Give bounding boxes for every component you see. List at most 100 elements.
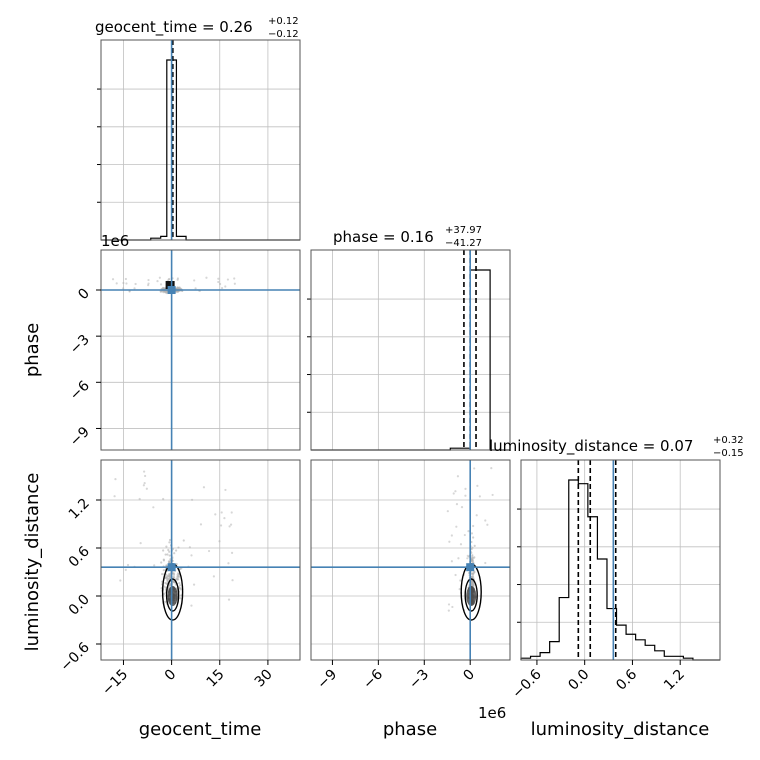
x-tick-label: −0.6 <box>509 666 544 701</box>
sample-point <box>233 277 236 280</box>
sample-point <box>176 573 179 576</box>
sample-point <box>166 580 169 583</box>
sample-point <box>486 523 489 526</box>
sample-point <box>156 280 159 283</box>
sample-point <box>217 280 220 284</box>
sample-point <box>168 574 171 578</box>
sample-point <box>175 577 178 581</box>
sample-point <box>168 561 171 564</box>
y-tick-label: −3 <box>67 332 93 358</box>
sample-point <box>125 282 128 285</box>
sample-point <box>163 592 166 595</box>
sample-point <box>190 498 194 501</box>
offset-text-top: 1e6 <box>101 232 129 250</box>
sample-point <box>190 554 193 557</box>
x-tick-label: 30 <box>252 667 276 691</box>
sample-point <box>224 488 227 492</box>
sample-point <box>177 574 181 578</box>
sample-point <box>473 467 476 470</box>
y-tick-label: 0.6 <box>66 543 93 570</box>
title-phase-minus: −41.27 <box>445 238 482 249</box>
sample-point <box>217 277 220 280</box>
panel-frame <box>100 249 301 451</box>
sample-point <box>111 278 115 281</box>
sample-point <box>190 604 193 607</box>
x-tick-label: 0 <box>162 667 180 685</box>
title-phase: phase = 0.16 <box>333 228 434 246</box>
sample-point <box>472 524 475 528</box>
sample-point <box>162 497 165 501</box>
sample-point <box>471 559 474 562</box>
panel-frame <box>310 249 511 451</box>
sample-point <box>463 533 466 537</box>
sample-point <box>122 287 125 290</box>
sample-point <box>153 564 156 567</box>
offset-text-phase-x: 1e6 <box>478 704 506 722</box>
sample-point <box>484 519 487 522</box>
sample-point <box>143 481 146 485</box>
sample-point <box>219 524 223 527</box>
sample-point <box>454 573 457 577</box>
sample-point <box>230 551 234 554</box>
sample-point <box>126 563 130 567</box>
sample-point <box>202 486 206 489</box>
sample-point <box>475 514 478 517</box>
sample-point <box>478 495 481 498</box>
sample-point <box>473 556 476 559</box>
sample-point <box>212 575 215 578</box>
text-layer: −15 0 15 30 −9 −6 −3 0 −0.6 0.0 0.6 1.2 −9 −6 −3 0 −0.6 0… <box>57 286 688 702</box>
title-geocent-time-main: geocent_time = 0.26 <box>95 18 253 37</box>
panel-frame <box>100 459 301 661</box>
sample-point <box>450 560 453 563</box>
sample-point <box>199 523 203 526</box>
sample-point <box>162 558 165 561</box>
sample-point <box>451 605 454 609</box>
title-luminosity-distance: luminosity_distance = 0.07 <box>489 437 693 456</box>
sample-point <box>448 540 451 543</box>
truth-marker <box>167 563 176 572</box>
truth-marker <box>167 286 176 294</box>
sample-point <box>450 534 453 537</box>
sample-point <box>147 283 150 287</box>
sample-point <box>466 557 469 560</box>
sample-point <box>471 573 475 576</box>
sample-point <box>491 493 494 497</box>
sample-point <box>470 575 474 578</box>
sample-point <box>455 525 458 528</box>
title-geocent-time-minus: −0.12 <box>268 29 299 40</box>
sample-point <box>466 554 469 557</box>
sample-point <box>214 513 217 516</box>
sample-point <box>459 579 462 582</box>
xlabel-geocent-time: geocent_time <box>139 719 262 740</box>
x-tick-label: −3 <box>406 667 432 693</box>
sample-point <box>473 544 476 547</box>
sample-point <box>133 287 136 290</box>
sample-point <box>159 283 163 286</box>
histogram-geocent-time <box>101 59 300 241</box>
contour-inner <box>165 578 180 612</box>
x-tick-label: 0 <box>460 667 478 685</box>
sample-point <box>223 517 226 520</box>
sample-point <box>165 545 168 548</box>
ylabel-phase: phase <box>22 323 43 377</box>
sample-point <box>171 547 175 551</box>
y-tick-label: −0.6 <box>57 639 92 674</box>
sample-point <box>177 578 180 581</box>
sample-point <box>124 568 127 571</box>
sample-point <box>175 562 178 566</box>
sample-point <box>175 549 178 552</box>
y-tick-label: −9 <box>67 424 93 450</box>
sample-point <box>143 470 146 473</box>
density-core <box>466 586 477 606</box>
sample-point <box>464 487 467 490</box>
sample-point <box>476 484 479 487</box>
sample-point <box>164 581 167 585</box>
panel-frame <box>310 459 511 661</box>
sample-point <box>168 538 172 542</box>
data-layer <box>101 40 720 661</box>
sample-point <box>158 276 161 279</box>
sample-point <box>167 573 170 576</box>
density-core <box>165 281 175 289</box>
sample-point <box>467 530 470 533</box>
